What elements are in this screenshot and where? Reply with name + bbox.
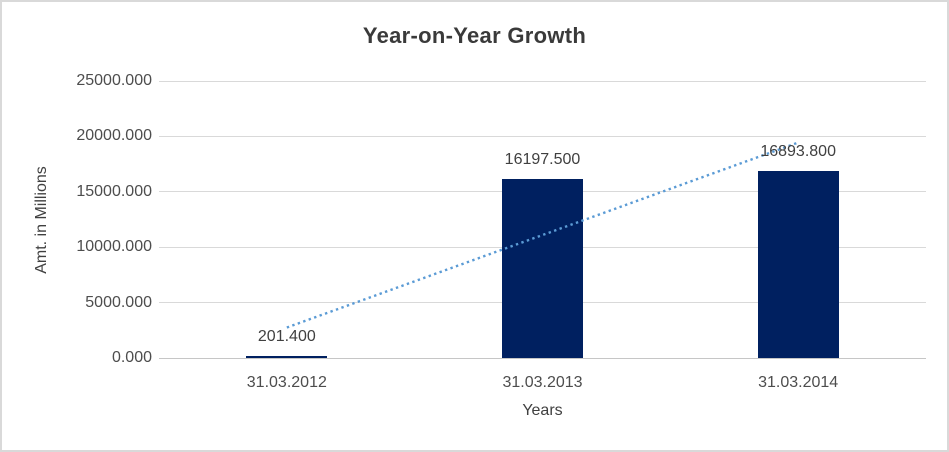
data-label: 16893.800 bbox=[760, 142, 836, 160]
x-tick-label: 31.03.2014 bbox=[758, 374, 839, 391]
y-tick-label: 25000.000 bbox=[76, 72, 152, 89]
y-tick-label: 5000.000 bbox=[85, 293, 152, 311]
y-tick-label: 0.000 bbox=[111, 349, 152, 366]
y-tick-label: 20000.000 bbox=[76, 127, 152, 145]
chart-title: Year-on-Year Growth bbox=[362, 23, 587, 48]
x-tick-label: 31.03.2012 bbox=[246, 374, 327, 391]
x-tick-label: 31.03.2013 bbox=[502, 374, 583, 391]
data-label: 201.400 bbox=[257, 327, 316, 345]
gridline bbox=[159, 135, 926, 137]
bar bbox=[757, 170, 839, 358]
gridline bbox=[159, 80, 926, 82]
x-axis-title: Years bbox=[522, 402, 563, 419]
x-axis-line bbox=[159, 357, 926, 359]
y-tick-label: 10000.000 bbox=[76, 238, 152, 256]
data-label: 16197.500 bbox=[504, 150, 581, 168]
bar bbox=[246, 355, 328, 358]
bar bbox=[502, 178, 583, 358]
y-tick-label: 15000.000 bbox=[76, 182, 152, 200]
